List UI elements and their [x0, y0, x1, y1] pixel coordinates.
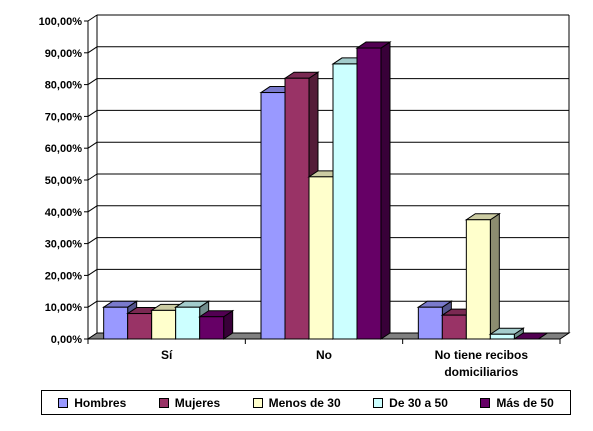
gridline-side: [88, 79, 97, 85]
legend-swatch: [480, 398, 490, 408]
bar-side: [381, 42, 390, 339]
bar-front: [285, 78, 309, 339]
legend-label: Hombres: [74, 396, 126, 410]
bar: [200, 311, 233, 339]
y-tick-label: 40,00%: [45, 207, 83, 219]
y-tick-label: 90,00%: [45, 48, 83, 60]
y-tick-label: 20,00%: [45, 270, 83, 282]
bar-front: [176, 307, 200, 339]
y-tick-label: 100,00%: [39, 16, 83, 28]
y-tick-label: 30,00%: [45, 239, 83, 251]
gridline-side: [88, 142, 97, 148]
bar: [466, 214, 499, 339]
bar-front: [261, 93, 285, 339]
legend-swatch: [159, 398, 169, 408]
legend-label: Mujeres: [175, 396, 220, 410]
gridline-side: [88, 206, 97, 212]
gridline-side: [88, 47, 97, 53]
bar-front: [490, 334, 514, 339]
legend-item: Hombres: [58, 396, 126, 410]
bar-front: [104, 307, 128, 339]
bar-front: [466, 220, 490, 339]
legend-swatch: [373, 398, 383, 408]
bar-front: [128, 314, 152, 339]
bar-front: [418, 307, 442, 339]
legend-swatch: [253, 398, 263, 408]
gridline-side: [88, 174, 97, 180]
legend-label: Más de 50: [496, 396, 553, 410]
bar-front: [333, 64, 357, 339]
y-axis-ticks: 0,00% 10,00% 20,00% 30,00% 40,00% 50,00% 60,00…: [39, 16, 88, 346]
y-tick-label: 70,00%: [45, 111, 83, 123]
legend-item: De 30 a 50: [373, 396, 448, 410]
x-category-label: No tiene recibos: [435, 348, 529, 362]
legend-item: Menos de 30: [253, 396, 341, 410]
bar-front: [152, 310, 176, 339]
bar-front: [442, 315, 466, 339]
y-tick-label: 60,00%: [45, 143, 83, 155]
gridline-side: [88, 301, 97, 307]
legend-swatch: [58, 398, 68, 408]
legend-item: Mujeres: [159, 396, 220, 410]
gridline-side: [88, 15, 97, 21]
legend-label: De 30 a 50: [389, 396, 448, 410]
bar-front: [309, 177, 333, 339]
x-category-label: domiciliarios: [444, 365, 518, 379]
bar: [357, 42, 390, 339]
bar-front: [200, 317, 224, 339]
y-tick-label: 10,00%: [45, 302, 83, 314]
gridline-side: [88, 238, 97, 244]
legend-label: Menos de 30: [269, 396, 341, 410]
y-tick-label: 0,00%: [51, 334, 82, 346]
y-tick-label: 50,00%: [45, 175, 83, 187]
bars: [104, 42, 548, 339]
gridline-side: [88, 110, 97, 116]
x-axis-categories: Sí No No tiene recibos domiciliarios: [161, 348, 528, 379]
x-category-label: No: [316, 348, 332, 362]
legend-item: Más de 50: [480, 396, 553, 410]
y-tick-label: 80,00%: [45, 80, 83, 92]
legend: Hombres Mujeres Menos de 30 De 30 a 50 Más d…: [41, 390, 571, 415]
bar-side: [490, 214, 499, 339]
bar-front: [357, 48, 381, 339]
x-category-label: Sí: [161, 348, 173, 362]
gridline-side: [88, 269, 97, 275]
